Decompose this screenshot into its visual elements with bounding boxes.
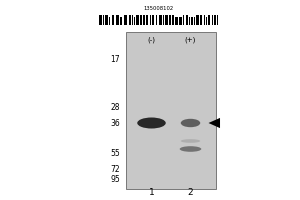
Bar — [183, 15, 184, 25]
Bar — [152, 15, 154, 25]
Text: 2: 2 — [188, 188, 193, 197]
Bar — [140, 15, 142, 25]
Bar — [146, 15, 148, 25]
Text: 1: 1 — [148, 188, 154, 197]
Bar — [186, 15, 188, 25]
Bar — [109, 17, 110, 25]
Bar — [196, 15, 199, 25]
Bar — [194, 17, 195, 25]
Bar — [103, 15, 104, 25]
Text: 55: 55 — [110, 148, 120, 158]
Ellipse shape — [181, 139, 200, 143]
Text: (+): (+) — [185, 37, 196, 43]
Bar — [217, 15, 218, 25]
Text: 36: 36 — [110, 119, 120, 129]
Text: 17: 17 — [110, 55, 120, 64]
Bar — [116, 15, 118, 25]
Bar — [112, 15, 114, 25]
Bar — [163, 15, 164, 25]
Bar — [129, 15, 130, 25]
Bar — [105, 15, 108, 25]
Text: 72: 72 — [110, 164, 120, 173]
Bar — [143, 15, 145, 25]
Bar — [189, 17, 190, 25]
Bar — [214, 15, 216, 25]
Ellipse shape — [181, 119, 200, 127]
Bar — [150, 15, 151, 25]
Bar — [136, 15, 139, 25]
Text: (-): (-) — [148, 37, 155, 43]
Text: 95: 95 — [110, 176, 120, 184]
Bar — [179, 17, 182, 25]
Bar — [208, 15, 210, 25]
Bar — [120, 17, 122, 25]
Bar — [124, 15, 127, 25]
Bar — [169, 15, 170, 25]
Bar — [206, 17, 207, 25]
Bar — [200, 15, 202, 25]
Ellipse shape — [137, 117, 166, 129]
Bar — [172, 15, 174, 25]
Bar — [175, 17, 178, 25]
Bar — [165, 15, 168, 25]
Bar — [99, 15, 102, 25]
Bar — [203, 15, 205, 25]
Text: 135008102: 135008102 — [144, 6, 174, 11]
Bar — [134, 17, 135, 25]
Bar — [132, 15, 133, 25]
Bar — [159, 15, 162, 25]
Bar — [191, 17, 193, 25]
Bar — [212, 15, 213, 25]
Bar — [126, 32, 216, 189]
Bar — [156, 15, 157, 25]
Ellipse shape — [180, 146, 201, 152]
Text: 28: 28 — [110, 102, 120, 112]
Polygon shape — [208, 118, 220, 128]
